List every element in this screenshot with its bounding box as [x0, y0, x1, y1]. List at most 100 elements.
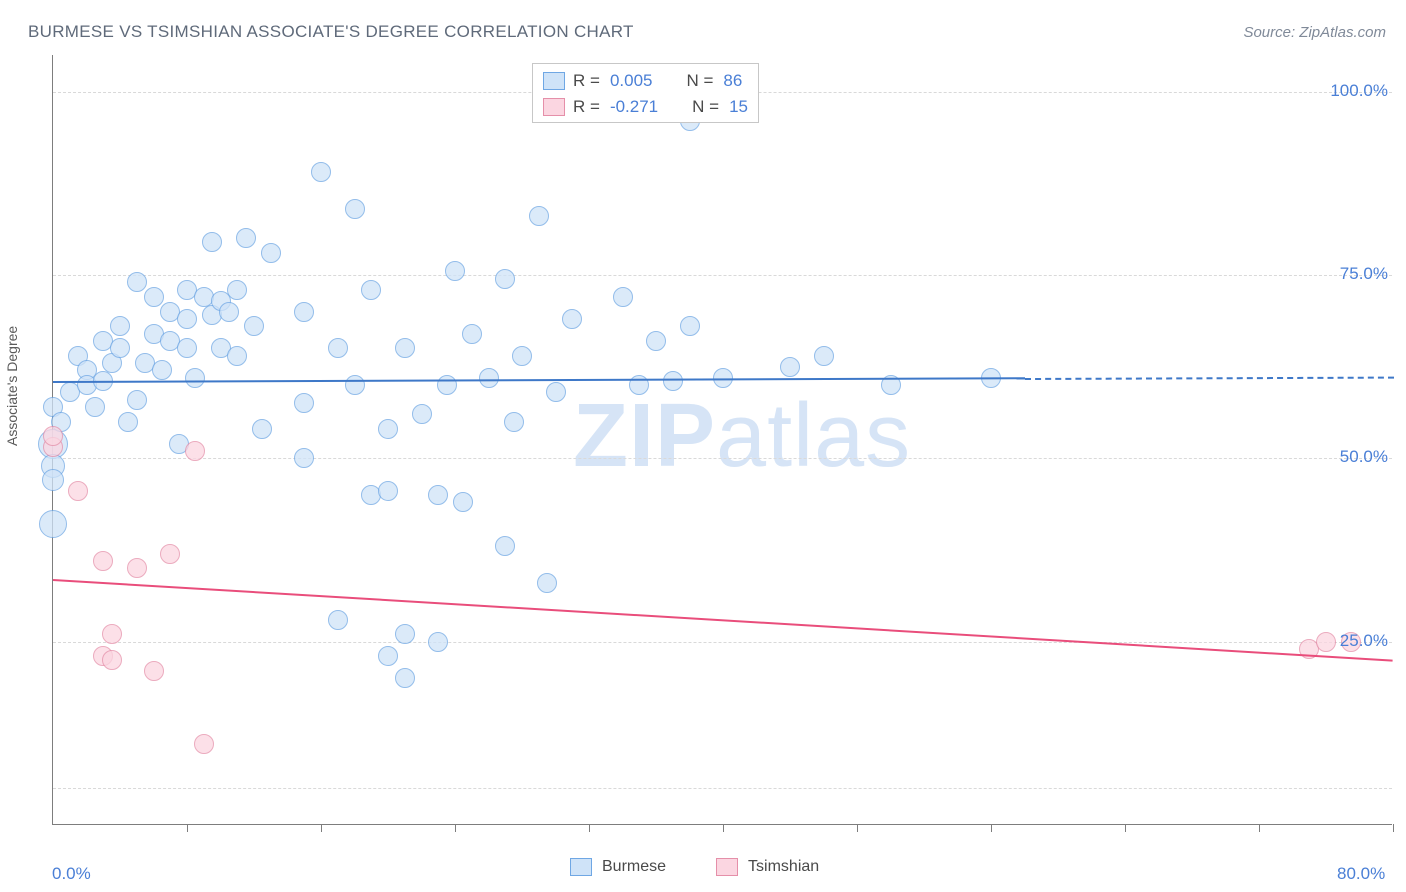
burmese-point	[378, 646, 398, 666]
burmese-point	[177, 338, 197, 358]
burmese-point	[294, 448, 314, 468]
x-tick	[455, 824, 456, 832]
tsimshian-point	[1316, 632, 1336, 652]
burmese-point	[495, 536, 515, 556]
burmese-point	[512, 346, 532, 366]
tsimshian-point	[194, 734, 214, 754]
burmese-point	[345, 375, 365, 395]
x-tick	[991, 824, 992, 832]
stat-r-value: 0.005	[610, 68, 653, 94]
y-axis-value: 100.0%	[1330, 81, 1388, 101]
burmese-point	[261, 243, 281, 263]
tsimshian-point	[127, 558, 147, 578]
burmese-point	[219, 302, 239, 322]
x-tick	[1259, 824, 1260, 832]
source-label: Source: ZipAtlas.com	[1243, 24, 1386, 41]
burmese-point	[236, 228, 256, 248]
burmese-point	[395, 668, 415, 688]
burmese-point	[152, 360, 172, 380]
burmese-point	[328, 338, 348, 358]
burmese-point	[814, 346, 834, 366]
legend-swatch	[543, 98, 565, 116]
burmese-point	[294, 393, 314, 413]
x-axis-value: 80.0%	[1337, 864, 1385, 884]
tsimshian-point	[43, 426, 63, 446]
watermark-atlas: atlas	[716, 386, 911, 486]
y-axis-value: 50.0%	[1340, 447, 1388, 467]
burmese-point	[546, 382, 566, 402]
tsimshian-point	[144, 661, 164, 681]
burmese-point	[118, 412, 138, 432]
burmese-point	[428, 485, 448, 505]
legend-swatch	[716, 858, 738, 876]
y-axis-value: 75.0%	[1340, 264, 1388, 284]
burmese-point	[294, 302, 314, 322]
tsimshian-point	[185, 441, 205, 461]
legend-item: Burmese	[570, 858, 666, 876]
burmese-point	[395, 338, 415, 358]
watermark: ZIPatlas	[573, 385, 911, 488]
tsimshian-point	[102, 624, 122, 644]
x-axis-value: 0.0%	[52, 864, 91, 884]
stat-n-value: 86	[723, 68, 742, 94]
tsimshian-point	[102, 650, 122, 670]
x-tick	[589, 824, 590, 832]
burmese-point	[345, 199, 365, 219]
burmese-trend-extension	[1024, 376, 1393, 379]
burmese-point	[227, 346, 247, 366]
burmese-point	[252, 419, 272, 439]
burmese-point	[663, 371, 683, 391]
burmese-point	[127, 390, 147, 410]
burmese-point	[202, 232, 222, 252]
burmese-point	[361, 280, 381, 300]
burmese-point	[462, 324, 482, 344]
legend-swatch	[570, 858, 592, 876]
gridline	[53, 788, 1392, 789]
legend-swatch	[543, 72, 565, 90]
burmese-point	[177, 309, 197, 329]
burmese-point	[110, 338, 130, 358]
burmese-point	[144, 287, 164, 307]
x-tick	[857, 824, 858, 832]
burmese-point	[127, 272, 147, 292]
burmese-point	[445, 261, 465, 281]
x-tick	[1125, 824, 1126, 832]
legend-item: Tsimshian	[716, 858, 819, 876]
burmese-point	[562, 309, 582, 329]
x-tick	[187, 824, 188, 832]
burmese-point	[42, 469, 64, 491]
burmese-point	[412, 404, 432, 424]
x-tick	[1393, 824, 1394, 832]
gridline	[53, 275, 1392, 276]
watermark-zip: ZIP	[573, 386, 716, 486]
burmese-point	[244, 316, 264, 336]
burmese-point	[646, 331, 666, 351]
tsimshian-trend-line	[53, 579, 1393, 662]
x-tick	[723, 824, 724, 832]
burmese-point	[537, 573, 557, 593]
burmese-point	[39, 510, 67, 538]
burmese-point	[428, 632, 448, 652]
stat-r-label: R =	[573, 94, 600, 120]
burmese-point	[311, 162, 331, 182]
gridline	[53, 458, 1392, 459]
burmese-point	[504, 412, 524, 432]
burmese-point	[613, 287, 633, 307]
stats-row: R =-0.271N =15	[543, 94, 748, 120]
stat-r-value: -0.271	[610, 94, 658, 120]
y-axis-label: Associate's Degree	[4, 326, 20, 446]
burmese-point	[680, 316, 700, 336]
burmese-point	[495, 269, 515, 289]
burmese-point	[479, 368, 499, 388]
burmese-point	[227, 280, 247, 300]
stats-legend: R =0.005N =86R =-0.271N =15	[532, 63, 759, 123]
tsimshian-point	[160, 544, 180, 564]
burmese-point	[395, 624, 415, 644]
series-legend: Burmese Tsimshian	[570, 858, 819, 876]
burmese-point	[529, 206, 549, 226]
stat-r-label: R =	[573, 68, 600, 94]
stats-row: R =0.005N =86	[543, 68, 748, 94]
burmese-point	[110, 316, 130, 336]
burmese-point	[378, 419, 398, 439]
burmese-point	[185, 368, 205, 388]
